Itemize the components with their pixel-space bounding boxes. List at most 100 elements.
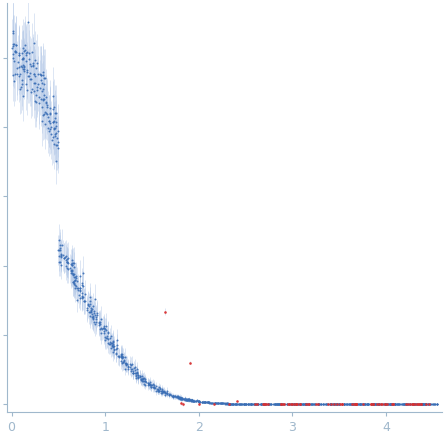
Point bbox=[25, 18, 32, 25]
Point bbox=[404, 401, 411, 408]
Point bbox=[43, 94, 50, 101]
Point bbox=[170, 392, 177, 399]
Point bbox=[184, 396, 191, 403]
Point bbox=[146, 382, 154, 389]
Point bbox=[42, 108, 49, 115]
Point bbox=[140, 378, 147, 385]
Point bbox=[365, 401, 372, 408]
Point bbox=[122, 360, 129, 367]
Point bbox=[377, 401, 384, 408]
Point bbox=[407, 401, 414, 408]
Point bbox=[196, 398, 203, 405]
Point bbox=[241, 400, 248, 407]
Point bbox=[70, 281, 77, 288]
Point bbox=[303, 401, 311, 408]
Point bbox=[26, 61, 33, 68]
Point bbox=[211, 399, 218, 406]
Point bbox=[54, 127, 61, 134]
Point bbox=[265, 401, 272, 408]
Point bbox=[391, 401, 398, 408]
Point bbox=[119, 360, 126, 367]
Point bbox=[199, 398, 206, 405]
Point bbox=[134, 370, 141, 377]
Point bbox=[410, 401, 417, 408]
Point bbox=[24, 73, 31, 80]
Point bbox=[85, 309, 93, 316]
Point bbox=[311, 401, 318, 408]
Point bbox=[327, 401, 334, 408]
Point bbox=[170, 393, 178, 400]
Point bbox=[381, 401, 388, 408]
Point bbox=[27, 62, 34, 69]
Point bbox=[288, 401, 295, 408]
Point bbox=[254, 401, 261, 408]
Point bbox=[419, 401, 426, 408]
Point bbox=[71, 271, 78, 278]
Point bbox=[49, 106, 57, 113]
Point bbox=[361, 401, 368, 408]
Point bbox=[372, 401, 379, 408]
Point bbox=[249, 401, 256, 408]
Point bbox=[207, 399, 214, 406]
Point bbox=[38, 71, 45, 78]
Point bbox=[29, 62, 36, 69]
Point bbox=[195, 397, 202, 404]
Point bbox=[53, 135, 60, 142]
Point bbox=[146, 379, 154, 386]
Point bbox=[421, 401, 428, 408]
Point bbox=[46, 118, 53, 125]
Point bbox=[277, 401, 284, 408]
Point bbox=[311, 401, 318, 408]
Point bbox=[214, 399, 221, 406]
Point bbox=[374, 401, 381, 408]
Point bbox=[109, 339, 116, 346]
Point bbox=[334, 401, 341, 408]
Point bbox=[405, 400, 412, 407]
Point bbox=[10, 51, 17, 58]
Point bbox=[391, 401, 398, 408]
Point bbox=[228, 400, 235, 407]
Point bbox=[348, 401, 355, 408]
Point bbox=[171, 393, 178, 400]
Point bbox=[104, 335, 111, 342]
Point bbox=[353, 401, 360, 408]
Point bbox=[34, 70, 41, 77]
Point bbox=[413, 401, 420, 408]
Point bbox=[410, 401, 417, 408]
Point bbox=[364, 401, 372, 408]
Point bbox=[240, 400, 247, 407]
Point bbox=[248, 401, 255, 408]
Point bbox=[303, 401, 311, 408]
Point bbox=[226, 400, 233, 407]
Point bbox=[42, 75, 49, 82]
Point bbox=[72, 274, 79, 281]
Point bbox=[240, 400, 247, 407]
Point bbox=[59, 252, 66, 259]
Point bbox=[194, 398, 202, 405]
Point bbox=[150, 384, 157, 391]
Point bbox=[266, 401, 273, 408]
Point bbox=[395, 401, 402, 408]
Point bbox=[292, 401, 299, 408]
Point bbox=[188, 396, 195, 403]
Point bbox=[390, 401, 397, 408]
Point bbox=[355, 401, 362, 408]
Point bbox=[185, 396, 192, 403]
Point bbox=[103, 334, 110, 341]
Point bbox=[302, 401, 309, 408]
Point bbox=[184, 397, 191, 404]
Point bbox=[12, 71, 19, 78]
Point bbox=[301, 401, 308, 408]
Point bbox=[381, 401, 388, 408]
Point bbox=[187, 397, 194, 404]
Point bbox=[383, 401, 390, 408]
Point bbox=[391, 401, 398, 408]
Point bbox=[412, 401, 419, 408]
Point bbox=[188, 397, 195, 404]
Point bbox=[267, 401, 274, 408]
Point bbox=[291, 401, 298, 408]
Point bbox=[340, 401, 348, 408]
Point bbox=[105, 341, 112, 348]
Point bbox=[359, 401, 366, 408]
Point bbox=[237, 400, 244, 407]
